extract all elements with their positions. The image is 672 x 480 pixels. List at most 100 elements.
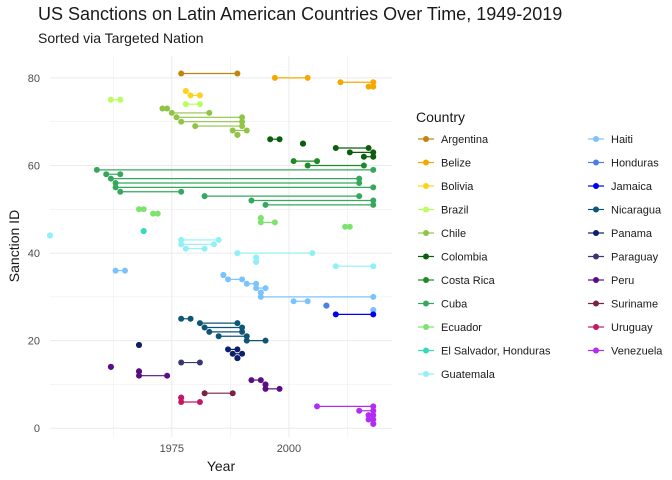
sanction-start-point [253, 285, 260, 292]
series-nicaragua [178, 315, 269, 344]
sanction-end-point [257, 377, 264, 384]
sanction-end-point [182, 88, 189, 95]
sanction-start-point [337, 79, 344, 86]
plot-panel [50, 56, 392, 437]
legend-item: Colombia [418, 252, 488, 264]
sanction-end-point [370, 263, 377, 270]
sanction-end-point [196, 92, 203, 99]
sanction-start-point [117, 188, 124, 195]
legend-key-point [593, 347, 599, 354]
sanction-start-point [234, 250, 241, 257]
legend-item: Cuba [418, 299, 468, 311]
legend-label: Belize [441, 158, 471, 170]
legend-key-point [423, 300, 429, 307]
sanction-start-point [178, 70, 185, 77]
sanction-start-point [257, 293, 264, 300]
sanction-start-point [93, 166, 100, 173]
sanction-start-point [159, 105, 166, 112]
legend-label: Honduras [611, 158, 659, 170]
sanction-start-point [150, 210, 157, 217]
sanction-end-point [323, 302, 330, 309]
sanction-end-point [271, 219, 278, 226]
legend-key-point [423, 253, 429, 260]
legend-label: Panama [611, 228, 653, 240]
series-belize [271, 74, 377, 90]
sanction-start-point [107, 96, 114, 103]
sanction-end-point [304, 298, 311, 305]
legend-label: Guatemala [441, 369, 496, 381]
sanction-start-point [342, 223, 349, 230]
series-venezuela [314, 403, 377, 427]
legend-label: Bolivia [441, 181, 474, 193]
sanction-start-point [356, 407, 363, 414]
sanction-end-point [107, 363, 114, 370]
legend-key-point [593, 324, 599, 330]
sanction-start-point [112, 184, 119, 191]
legend-item: Ecuador [418, 322, 482, 334]
legend-item: El Salvador, Honduras [418, 346, 551, 358]
chart-subtitle: Sorted via Targeted Nation [38, 30, 204, 46]
sanction-start-point [290, 298, 297, 305]
sanction-end-point [140, 206, 147, 213]
series-panama [136, 342, 246, 362]
sanction-end-point [365, 144, 372, 151]
sanction-end-point [239, 328, 246, 335]
sanction-end-point [178, 394, 185, 401]
sanction-end-point [370, 407, 377, 414]
sanction-end-point [370, 201, 377, 208]
sanction-end-point [356, 180, 363, 186]
sanction-start-point [346, 149, 353, 156]
sanction-end-point [234, 346, 241, 353]
sanction-start-point [168, 109, 175, 116]
sanction-end-point [370, 293, 377, 300]
sanction-end-point [304, 74, 311, 81]
legend-item: Panama [588, 228, 653, 240]
legend-item: Argentina [418, 134, 489, 146]
sanction-start-point [365, 83, 372, 90]
sanction-end-point [360, 162, 367, 169]
sanction-end-point [234, 70, 241, 77]
sanction-start-point [196, 320, 203, 327]
legend-item: Venezuela [588, 346, 663, 358]
legend-item: Jamaica [588, 181, 653, 193]
sanction-end-point [164, 372, 171, 379]
sanction-end-point [239, 324, 246, 331]
sanction-end-point [262, 337, 269, 344]
y-tick-label: 80 [28, 73, 40, 85]
legend-item: Suriname [588, 299, 658, 311]
sanction-end-point [370, 420, 377, 427]
series-guatemala [47, 232, 377, 270]
legend-label: Paraguay [611, 252, 659, 264]
sanction-end-point [299, 140, 306, 147]
legend-label: Uruguay [611, 322, 653, 334]
sanction-end-point [196, 359, 203, 366]
sanction-start-point [332, 311, 339, 318]
sanction-start-point [257, 219, 264, 226]
sanction-start-point [178, 241, 185, 248]
sanction-end-point [239, 118, 246, 125]
legend-label: Peru [611, 275, 634, 287]
legend-label: Suriname [611, 299, 658, 311]
sanction-start-point [178, 359, 185, 366]
legend-key-point [423, 230, 429, 236]
legend-key-point [593, 253, 599, 260]
legend-key-point [593, 230, 599, 236]
sanction-start-point [178, 398, 185, 405]
legend-key-point [423, 183, 429, 189]
sanction-end-point [370, 311, 377, 318]
legend-item: Peru [588, 275, 634, 287]
legend-key-point [423, 159, 429, 166]
series-haiti [112, 267, 377, 313]
sanction-start-point [243, 337, 250, 344]
legend-key-point [423, 136, 429, 142]
sanction-end-point [239, 276, 246, 283]
sanction-end-point [243, 333, 250, 340]
x-axis-ticks: 1975 2000 [160, 443, 302, 455]
sanction-start-point [112, 267, 119, 274]
legend-item: Nicaragua [588, 205, 662, 217]
sanction-start-point [225, 346, 232, 353]
series-chile [159, 105, 250, 138]
sanction-end-point [370, 149, 377, 156]
legend-key-point [593, 159, 599, 166]
